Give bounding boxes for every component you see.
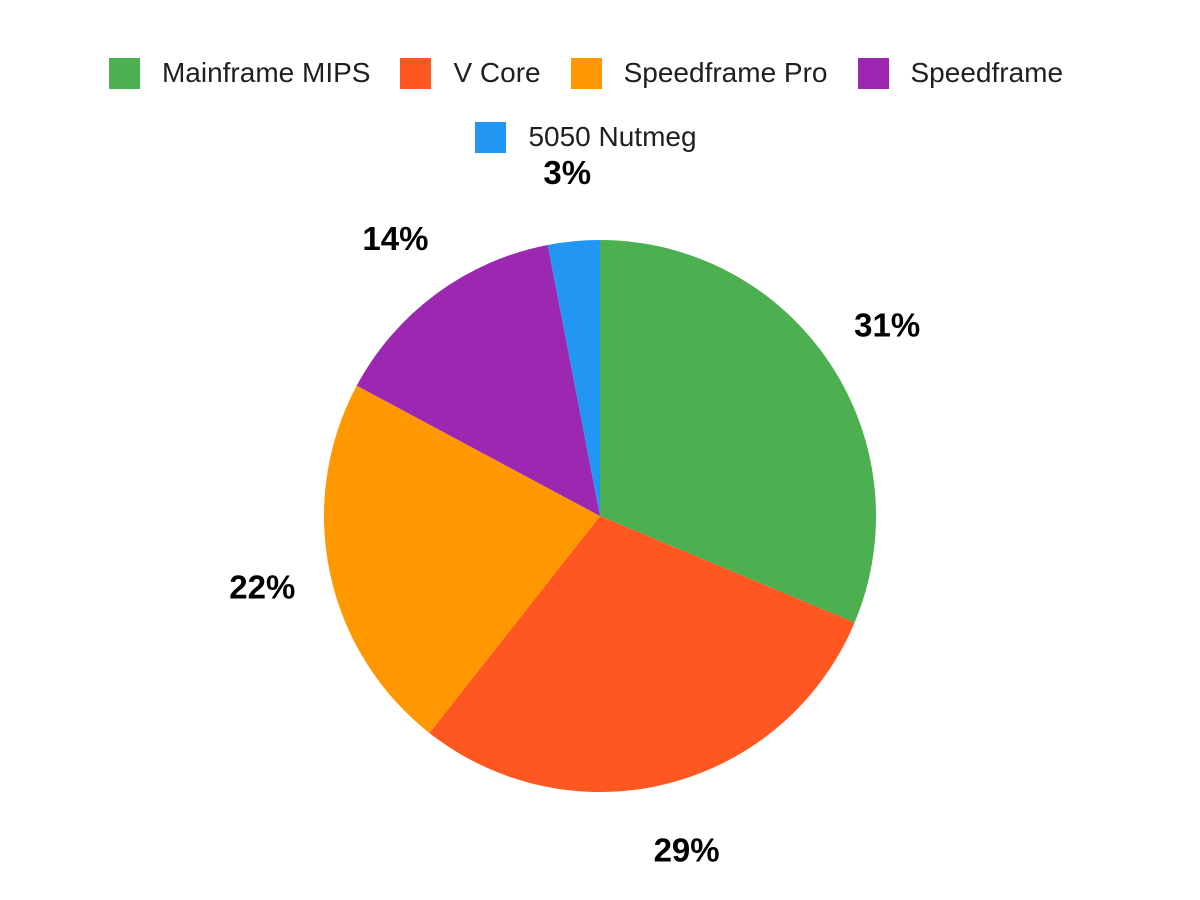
pie-slice-5050-nutmeg[interactable] [547,240,600,516]
legend-swatch-icon [570,57,602,89]
legend-row-1: Mainframe MIPS V Core Speedframe Pro Speedf… [108,57,1064,89]
legend-row-2: 5050 Nutmeg [475,121,697,153]
legend-label: 5050 Nutmeg [528,121,697,152]
legend-item-speedframe-pro[interactable]: Speedframe Pro [570,57,828,89]
legend-item-speedframe[interactable]: Speedframe [857,57,1064,89]
slice-label-speedframe-pro: 22% [229,568,295,605]
slice-label-v-core: 29% [654,831,720,868]
slice-label-speedframe: 14% [362,220,428,257]
legend-label: Mainframe MIPS [161,57,371,88]
pie-slice-speedframe[interactable] [356,244,600,517]
pie-slice-mainframe-mips[interactable] [600,240,876,623]
slice-label-5050-nutmeg: 3% [543,154,591,191]
legend-swatch-icon [475,121,507,153]
legend-label: Speedframe Pro [623,57,828,88]
pie-slice-speedframe-pro[interactable] [324,385,600,733]
chart-legend: Mainframe MIPS V Core Speedframe Pro Speedf… [0,57,1172,153]
pie-slice-v-core[interactable] [429,516,855,792]
legend-item-mainframe-mips[interactable]: Mainframe MIPS [108,57,371,89]
legend-label: Speedframe [910,57,1064,88]
legend-swatch-icon [400,57,432,89]
slice-label-mainframe-mips: 31% [854,306,920,343]
legend-item-v-core[interactable]: V Core [400,57,541,89]
legend-item-5050-nutmeg[interactable]: 5050 Nutmeg [475,121,697,153]
legend-swatch-icon [857,57,889,89]
legend-swatch-icon [108,57,140,89]
legend-label: V Core [453,57,541,88]
